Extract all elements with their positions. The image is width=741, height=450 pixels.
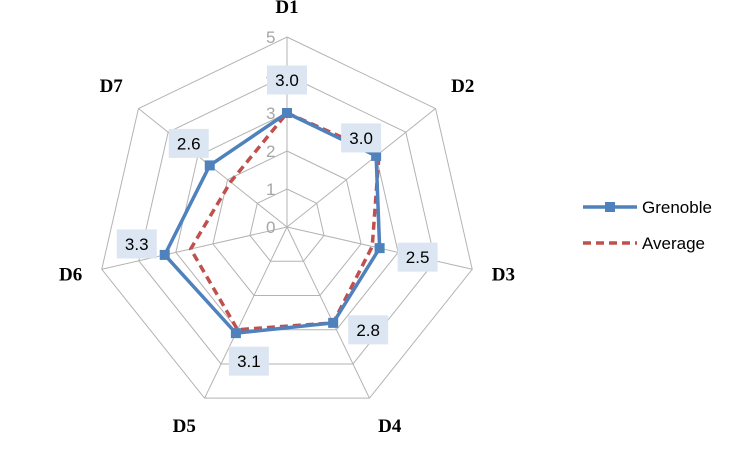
data-label-bg-d4 <box>348 315 389 345</box>
spoke-d6 <box>101 226 288 270</box>
series <box>159 108 385 339</box>
axis-label-d4: D4 <box>378 416 402 437</box>
grid-ring-5 <box>101 36 473 399</box>
data-label-d5: 3.1 <box>237 352 261 371</box>
data-label-d2: 3.0 <box>349 129 373 148</box>
data-point-grenoble-d5 <box>230 328 241 339</box>
data-label-d6: 3.3 <box>125 235 149 254</box>
data-label-d3: 2.5 <box>406 248 430 267</box>
axis-label-d5: D5 <box>173 416 196 437</box>
data-point-grenoble-d3 <box>374 243 385 254</box>
grid-ring-3 <box>175 112 399 331</box>
data-point-grenoble-d1 <box>282 108 292 118</box>
data-label-d4: 2.8 <box>356 321 380 340</box>
data-labels: 3.0 3.0 2.5 2.8 3.1 3.3 2.6 <box>116 65 438 376</box>
ring-label-3: 3 <box>266 104 275 123</box>
grid-ring-4 <box>138 74 436 365</box>
axis-label-d1: D1 <box>275 0 298 18</box>
data-point-grenoble-d2 <box>371 150 382 161</box>
data-point-grenoble-d4 <box>328 317 339 328</box>
spoke-d2 <box>286 108 436 228</box>
axis-label-d6: D6 <box>59 265 82 286</box>
grid-ring-1 <box>249 188 325 262</box>
legend: Grenoble Average <box>583 198 712 253</box>
spoke-d4 <box>286 226 370 399</box>
ring-label-5: 5 <box>266 28 275 47</box>
data-label-bg-d7 <box>168 128 209 158</box>
ring-label-0: 0 <box>266 218 275 237</box>
spoke-d5 <box>204 226 288 399</box>
data-point-grenoble-d7 <box>204 160 215 171</box>
legend-marker-grenoble <box>605 202 615 212</box>
legend-label-grenoble: Grenoble <box>642 198 712 217</box>
axis-label-d3: D3 <box>492 265 515 286</box>
ring-labels: 012345 <box>266 28 275 237</box>
data-label-bg-d3 <box>397 242 438 272</box>
data-label-d7: 2.6 <box>177 134 201 153</box>
data-label-bg-d1 <box>267 65 307 95</box>
legend-label-average: Average <box>642 234 705 253</box>
axis-labels: D1 D2 D3 D4 D5 D6 D7 <box>59 0 515 437</box>
data-label-bg-d2 <box>341 123 382 153</box>
ring-label-2: 2 <box>266 142 275 161</box>
data-point-grenoble-d6 <box>159 249 170 260</box>
data-label-bg-d5 <box>228 346 269 376</box>
axis-label-d2: D2 <box>451 76 474 97</box>
grid <box>101 36 473 399</box>
ring-label-1: 1 <box>266 180 275 199</box>
data-label-bg-d6 <box>116 229 157 259</box>
series-line-grenoble <box>162 111 382 335</box>
axis-label-d7: D7 <box>100 76 124 97</box>
data-label-d1: 3.0 <box>275 71 299 90</box>
